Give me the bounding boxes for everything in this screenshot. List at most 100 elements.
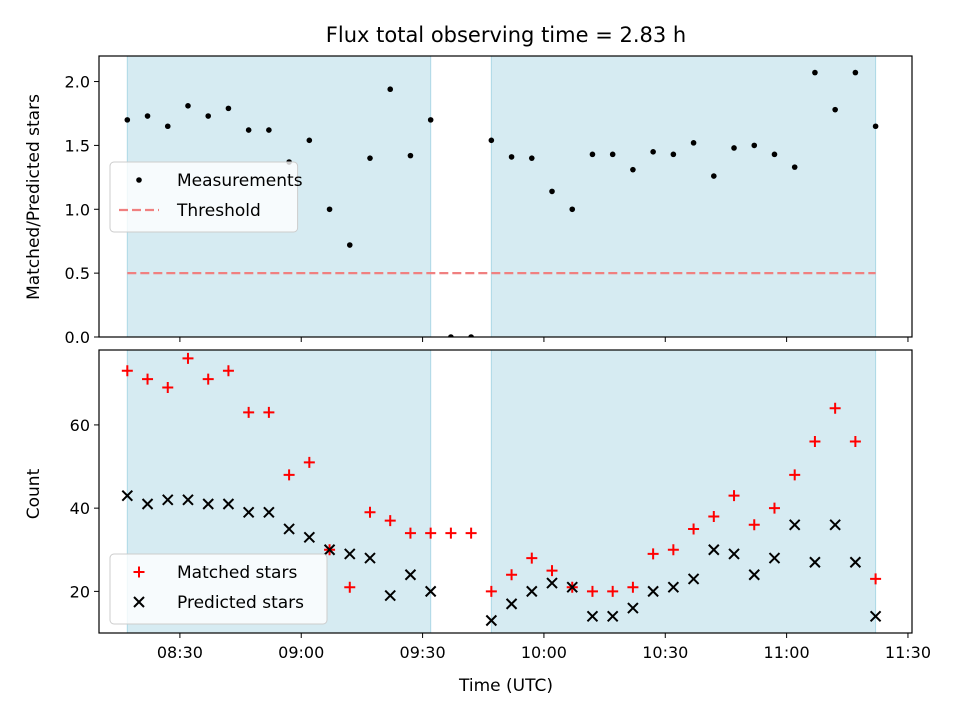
- point-predicted-stars: [667, 581, 680, 593]
- y-tick-label: 0.0: [65, 328, 90, 347]
- point-predicted-stars-glyph: [526, 585, 538, 598]
- panel-0: 0.0 0.5 1.0 1.5 2.0 Measurements Threshold: [65, 55, 913, 347]
- point-measurements: [387, 86, 394, 93]
- point-predicted-stars-glyph: [586, 610, 599, 623]
- point-matched-stars: [263, 406, 275, 418]
- point-predicted-stars-glyph: [647, 585, 659, 598]
- point-matched-stars-glyph: [142, 373, 154, 385]
- point-measurements: [326, 206, 333, 213]
- panel-frame-0: [98, 55, 913, 338]
- y-tick-label: 2.0: [65, 73, 90, 92]
- point-matched-stars: [283, 469, 295, 481]
- point-matched-stars-glyph: [667, 544, 679, 556]
- point-matched-stars: [627, 581, 639, 593]
- point-matched-stars: [849, 436, 861, 448]
- point-predicted-stars-glyph: [546, 577, 558, 589]
- point-predicted-stars: [202, 498, 214, 510]
- point-matched-stars-glyph: [283, 469, 295, 481]
- point-measurements: [832, 106, 838, 113]
- point-predicted-stars: [242, 506, 255, 519]
- point-predicted-stars-glyph: [303, 531, 316, 543]
- point-matched-stars: [162, 381, 174, 393]
- point-predicted-stars-glyph: [829, 519, 841, 531]
- legend-label: Threshold: [176, 201, 261, 221]
- point-matched-stars: [586, 585, 598, 597]
- point-predicted-stars: [809, 556, 821, 568]
- point-predicted-stars: [141, 498, 154, 510]
- point-matched-stars-glyph: [243, 406, 255, 418]
- point-predicted-stars-glyph: [849, 556, 862, 568]
- point-matched-stars-glyph: [485, 585, 497, 597]
- point-measurements: [872, 123, 879, 130]
- point-predicted-stars-glyph: [485, 614, 498, 627]
- point-measurements: [549, 188, 555, 195]
- point-matched-stars: [445, 527, 457, 539]
- point-matched-stars-glyph: [121, 365, 133, 377]
- point-predicted-stars: [485, 614, 498, 627]
- point-predicted-stars: [546, 577, 558, 589]
- point-predicted-stars-glyph: [323, 544, 336, 556]
- point-matched-stars: [364, 506, 376, 518]
- point-matched-stars-glyph: [162, 381, 174, 393]
- point-matched-stars-glyph: [182, 352, 194, 364]
- point-predicted-stars-glyph: [505, 598, 518, 610]
- point-matched-stars-glyph: [202, 373, 214, 385]
- point-predicted-stars-glyph: [202, 498, 214, 510]
- point-predicted-stars: [606, 610, 619, 623]
- point-matched-stars-glyph: [303, 456, 315, 468]
- y-tick-label: 0.5: [65, 264, 90, 283]
- point-predicted-stars: [182, 494, 194, 506]
- point-predicted-stars-glyph: [364, 552, 376, 564]
- point-predicted-stars: [829, 519, 841, 531]
- point-measurements: [225, 105, 232, 112]
- x-tick-label: 09:00: [278, 643, 324, 662]
- point-matched-stars: [506, 569, 518, 581]
- point-predicted-stars: [404, 569, 417, 581]
- x-tick-label: 10:00: [521, 643, 567, 662]
- point-predicted-stars: [424, 585, 437, 598]
- point-predicted-stars: [708, 544, 720, 556]
- point-matched-stars: [607, 585, 619, 597]
- point-predicted-stars-glyph: [627, 602, 639, 614]
- point-measurements: [448, 334, 454, 337]
- point-matched-stars: [404, 527, 416, 539]
- observing-interval-1: [490, 55, 877, 338]
- point-predicted-stars-glyph: [182, 494, 194, 506]
- y-tick-label: 20: [70, 582, 90, 601]
- point-matched-stars: [222, 365, 234, 377]
- legend-label: Predicted stars: [177, 593, 304, 613]
- x-tick-label: 11:30: [885, 643, 931, 662]
- top-y-axis-label: Matched/Predicted stars: [24, 94, 44, 300]
- point-matched-stars-glyph: [586, 585, 598, 597]
- point-predicted-stars: [788, 519, 801, 531]
- point-predicted-stars-glyph: [748, 569, 760, 581]
- point-predicted-stars-glyph: [404, 569, 417, 581]
- point-matched-stars-glyph: [849, 436, 861, 448]
- point-predicted-stars: [121, 489, 134, 502]
- legend-marker-matched-stars-glyph: [133, 566, 145, 578]
- point-matched-stars-glyph: [748, 519, 760, 531]
- point-predicted-stars-glyph: [283, 523, 295, 535]
- point-matched-stars: [344, 581, 356, 593]
- point-measurements: [670, 151, 677, 158]
- point-measurements: [164, 123, 171, 130]
- point-measurements: [650, 148, 656, 155]
- panel-0-points: [124, 69, 879, 337]
- point-matched-stars-glyph: [829, 402, 841, 414]
- point-predicted-stars: [263, 506, 275, 519]
- point-matched-stars: [303, 456, 315, 468]
- point-predicted-stars-glyph: [869, 610, 882, 623]
- x-tick-label: 09:30: [400, 643, 446, 662]
- point-measurements: [427, 117, 434, 123]
- point-matched-stars: [243, 406, 255, 418]
- legend-marker-predicted-stars: [133, 596, 145, 608]
- point-measurements: [791, 164, 798, 170]
- x-tick-label: 10:30: [642, 643, 688, 662]
- point-matched-stars-glyph: [364, 506, 376, 518]
- point-matched-stars-glyph: [768, 502, 780, 514]
- point-predicted-stars-glyph: [384, 589, 396, 602]
- point-predicted-stars: [728, 548, 740, 560]
- point-measurements: [589, 151, 596, 158]
- observing-interval-1: [490, 349, 877, 634]
